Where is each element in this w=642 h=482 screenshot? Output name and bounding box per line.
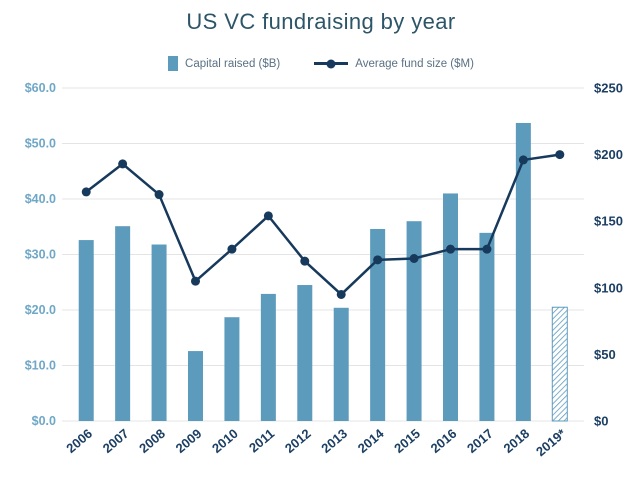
- x-label-2014: 2014: [355, 425, 387, 456]
- svg-text:$200: $200: [594, 147, 623, 162]
- x-label-2018: 2018: [500, 426, 532, 456]
- svg-text:$40.0: $40.0: [25, 192, 56, 206]
- marker-2013: [336, 289, 346, 299]
- svg-text:$20.0: $20.0: [25, 303, 56, 317]
- bar-2015: [406, 221, 422, 421]
- x-label-2013: 2013: [318, 426, 350, 456]
- svg-text:$100: $100: [594, 280, 623, 295]
- marker-2015: [409, 253, 419, 263]
- bar-2011: [260, 293, 276, 421]
- chart-title: US VC fundraising by year: [186, 9, 456, 34]
- marker-2008: [154, 190, 164, 200]
- x-label-2015: 2015: [391, 426, 423, 456]
- marker-2018: [518, 155, 528, 165]
- left-axis-labels: $0.0 $10.0 $20.0 $30.0 $40.0 $50.0 $60.0: [25, 81, 56, 428]
- legend-item-capital-raised: Capital raised ($B): [168, 56, 280, 71]
- bar-2010: [224, 317, 240, 421]
- line-swatch-dot: [326, 59, 336, 68]
- legend-label-avg-fund-size: Average fund size ($M): [355, 57, 474, 70]
- x-label-2010: 2010: [209, 426, 241, 456]
- bar-2018: [515, 122, 531, 421]
- svg-text:$250: $250: [594, 81, 623, 96]
- svg-text:$0.0: $0.0: [32, 414, 56, 428]
- x-label-2011: 2011: [246, 426, 277, 456]
- avg-fund-size-line: [85, 153, 560, 296]
- capital-raised-bars: [78, 122, 568, 422]
- svg-text:$50: $50: [594, 347, 616, 362]
- x-label-2009: 2009: [173, 426, 205, 456]
- bar-swatch-icon: [168, 56, 179, 71]
- bar-2012: [297, 285, 313, 421]
- marker-2014: [373, 255, 383, 265]
- bar-2008: [151, 244, 167, 421]
- legend-item-avg-fund-size: Average fund size ($M): [314, 58, 474, 70]
- legend-label-capital-raised: Capital raised ($B): [185, 57, 281, 70]
- x-label-2012: 2012: [282, 426, 314, 456]
- x-label-2007: 2007: [100, 426, 132, 456]
- svg-text:$150: $150: [594, 214, 623, 229]
- line-dot-swatch-icon: [314, 59, 349, 69]
- marker-2012: [300, 256, 310, 266]
- svg-text:$10.0: $10.0: [25, 359, 56, 373]
- svg-text:$60.0: $60.0: [25, 81, 56, 95]
- marker-2011: [263, 211, 273, 221]
- bar-2007: [115, 226, 131, 421]
- x-label-2017: 2017: [464, 426, 496, 456]
- bar-2017: [479, 232, 495, 421]
- gridlines: [62, 87, 584, 422]
- marker-2007: [118, 159, 128, 169]
- marker-2016: [446, 244, 455, 254]
- x-label-2008: 2008: [136, 426, 168, 456]
- bar-2013: [333, 307, 349, 421]
- x-label-2016: 2016: [428, 426, 460, 456]
- right-axis-labels: $0 $50 $100 $150 $200 $250: [594, 81, 623, 429]
- x-axis-labels: 2006 2007 2008 2009 2010 2011 2012 2013 2014 2015…: [63, 425, 569, 459]
- marker-2017: [482, 244, 492, 254]
- svg-text:$50.0: $50.0: [25, 137, 56, 151]
- marker-2010: [227, 244, 237, 254]
- svg-text:$30.0: $30.0: [25, 248, 56, 262]
- bar-2014: [370, 228, 386, 421]
- marker-2009: [191, 276, 200, 286]
- bar-2016: [443, 193, 458, 421]
- bar-2009: [188, 351, 203, 421]
- marker-2019*: [555, 150, 565, 160]
- svg-text:$0: $0: [594, 414, 608, 429]
- x-label-2019*: 2019*: [533, 425, 569, 459]
- bar-2006: [78, 240, 94, 421]
- marker-2006: [81, 187, 91, 197]
- chart-legend: Capital raised ($B) Average fund size ($…: [0, 56, 642, 71]
- x-label-2006: 2006: [63, 426, 95, 456]
- avg-fund-size-markers: [81, 150, 565, 299]
- bar-2019*: [551, 306, 568, 422]
